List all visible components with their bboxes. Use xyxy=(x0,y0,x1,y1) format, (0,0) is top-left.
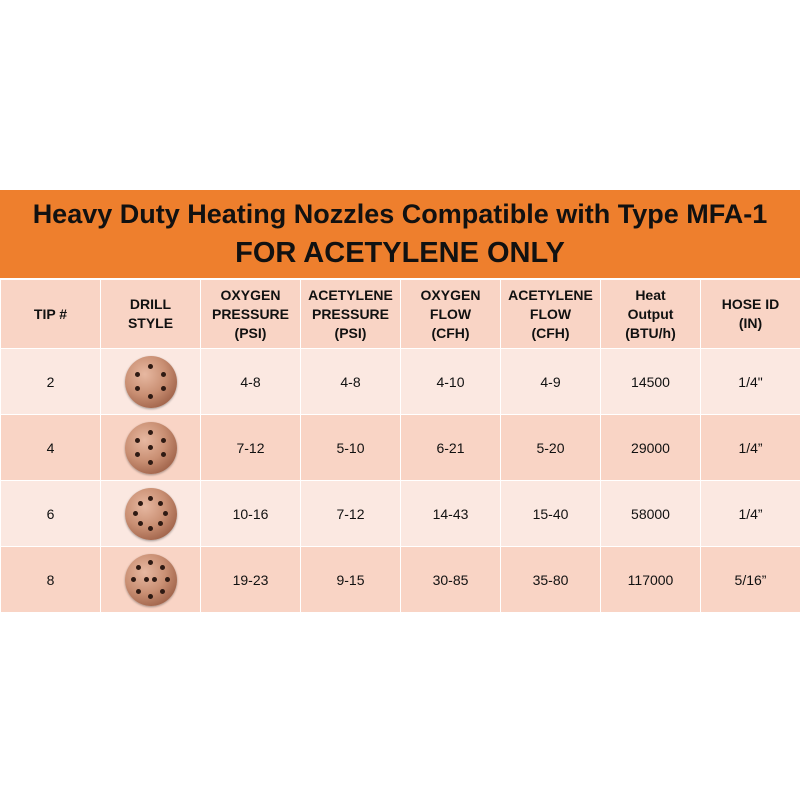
hose-id-cell: 1/4” xyxy=(700,414,800,481)
oxygen-flow-cell: 4-10 xyxy=(400,348,501,415)
oxygen-pressure-cell: 19-23 xyxy=(200,546,301,613)
column-header: TIP # xyxy=(0,279,101,349)
oxygen-flow-cell: 6-21 xyxy=(400,414,501,481)
column-header-line: (PSI) xyxy=(234,324,267,341)
title-banner: Heavy Duty Heating Nozzles Compatible wi… xyxy=(0,190,800,279)
acetylene-flow-cell: 5-20 xyxy=(500,414,601,481)
column-header-line: STYLE xyxy=(127,315,174,331)
column-header: ACETYLENE PRESSURE (PSI) xyxy=(300,279,401,349)
column-header-line: (CFH) xyxy=(431,324,470,341)
drill-style-cell xyxy=(100,414,201,481)
hose-id-cell: 5/16” xyxy=(700,546,800,613)
column-header-line: Output xyxy=(627,305,674,322)
tip-cell: 4 xyxy=(0,414,101,481)
acetylene-pressure-cell: 7-12 xyxy=(300,480,401,547)
column-header-line: ACETYLENE xyxy=(308,286,393,303)
column-header: OXYGEN FLOW (CFH) xyxy=(400,279,501,349)
oxygen-flow-cell: 14-43 xyxy=(400,480,501,547)
acetylene-pressure-cell: 4-8 xyxy=(300,348,401,415)
drill-style-cell xyxy=(100,480,201,547)
spec-table: TIP # DRILL STYLE OXYGEN PRESSURE (PSI) ACETYL… xyxy=(0,279,800,613)
table-row: 4 7-12 5-10 6-21 5-20 29000 1/4” xyxy=(0,414,800,481)
column-header-line: PRESSURE xyxy=(211,305,290,322)
heat-output-cell: 29000 xyxy=(600,414,701,481)
column-header-line: DRILL xyxy=(129,296,172,312)
column-header-line: ACETYLENE xyxy=(508,286,593,303)
nozzle-tip-7-holes-icon xyxy=(124,421,177,474)
table-row: 6 10-16 7-12 14-43 15-40 58000 1/4” xyxy=(0,480,800,547)
column-header: ACETYLENE FLOW (CFH) xyxy=(500,279,601,349)
nozzle-spec-sheet: Heavy Duty Heating Nozzles Compatible wi… xyxy=(0,190,800,613)
heat-output-cell: 58000 xyxy=(600,480,701,547)
column-header-line: Heat xyxy=(635,286,666,303)
drill-style-cell xyxy=(100,348,201,415)
column-header-line: FLOW xyxy=(429,305,472,322)
table-header-row: TIP # DRILL STYLE OXYGEN PRESSURE (PSI) ACETYL… xyxy=(0,279,800,349)
acetylene-pressure-cell: 9-15 xyxy=(300,546,401,613)
table-row: 8 19-23 9-15 30-85 35-80 117000 5/16” xyxy=(0,546,800,613)
column-header-line: (PSI) xyxy=(334,324,367,341)
column-header-line: (BTU/h) xyxy=(625,324,676,341)
nozzle-tip-10-holes-icon xyxy=(124,553,177,606)
column-header: HOSE ID (IN) xyxy=(700,279,800,349)
column-header-line: TIP # xyxy=(33,305,68,322)
nozzle-tip-8-holes-icon xyxy=(124,487,177,540)
column-header-line: (IN) xyxy=(738,315,763,331)
column-header-line: OXYGEN xyxy=(220,286,281,303)
heat-output-cell: 117000 xyxy=(600,546,701,613)
oxygen-pressure-cell: 10-16 xyxy=(200,480,301,547)
column-header: DRILL STYLE xyxy=(100,279,201,349)
oxygen-flow-cell: 30-85 xyxy=(400,546,501,613)
nozzle-tip-6-holes-icon xyxy=(124,355,177,408)
page-subtitle: FOR ACETYLENE ONLY xyxy=(235,237,565,269)
heat-output-cell: 14500 xyxy=(600,348,701,415)
drill-style-cell xyxy=(100,546,201,613)
acetylene-flow-cell: 35-80 xyxy=(500,546,601,613)
page-title: Heavy Duty Heating Nozzles Compatible wi… xyxy=(32,199,768,229)
column-header-line: (CFH) xyxy=(531,324,570,341)
column-header-line: PRESSURE xyxy=(311,305,390,322)
column-header: Heat Output (BTU/h) xyxy=(600,279,701,349)
hose-id-cell: 1/4” xyxy=(700,480,800,547)
column-header: OXYGEN PRESSURE (PSI) xyxy=(200,279,301,349)
tip-cell: 8 xyxy=(0,546,101,613)
hose-id-cell: 1/4" xyxy=(700,348,800,415)
acetylene-flow-cell: 4-9 xyxy=(500,348,601,415)
oxygen-pressure-cell: 4-8 xyxy=(200,348,301,415)
oxygen-pressure-cell: 7-12 xyxy=(200,414,301,481)
table-row: 2 4-8 4-8 4-10 4-9 14500 1/4" xyxy=(0,348,800,415)
tip-cell: 2 xyxy=(0,348,101,415)
column-header-line: HOSE ID xyxy=(721,296,780,312)
acetylene-pressure-cell: 5-10 xyxy=(300,414,401,481)
column-header-line: OXYGEN xyxy=(420,286,481,303)
acetylene-flow-cell: 15-40 xyxy=(500,480,601,547)
tip-cell: 6 xyxy=(0,480,101,547)
column-header-line: FLOW xyxy=(529,305,572,322)
table-body: 2 4-8 4-8 4-10 4-9 14500 1/4" 4 7-12 5-10 6-21 5-20… xyxy=(0,348,800,613)
